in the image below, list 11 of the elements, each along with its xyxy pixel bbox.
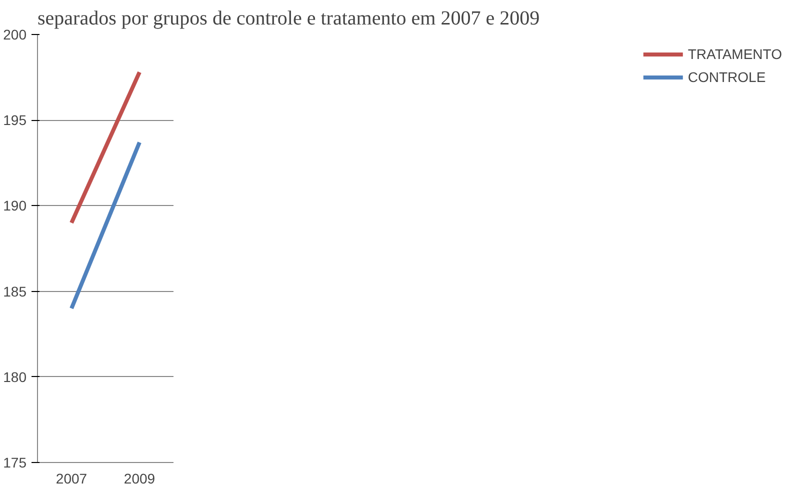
- legend-label: CONTROLE: [688, 69, 766, 85]
- legend-label: TRATAMENTO: [688, 46, 782, 62]
- y-tick-label: 180: [3, 368, 27, 385]
- y-tick-label: 190: [3, 198, 27, 214]
- y-tick-label: 175: [3, 454, 27, 470]
- y-tick-label: 195: [3, 112, 27, 128]
- y-tick-label: 200: [3, 26, 27, 42]
- x-tick-label: 2009: [124, 470, 156, 486]
- text: separados por grupos de controle e tratamento em 2007 e 2009: [38, 8, 540, 30]
- x-tick-label: 2007: [56, 470, 88, 486]
- y-tick-label: 185: [3, 283, 27, 300]
